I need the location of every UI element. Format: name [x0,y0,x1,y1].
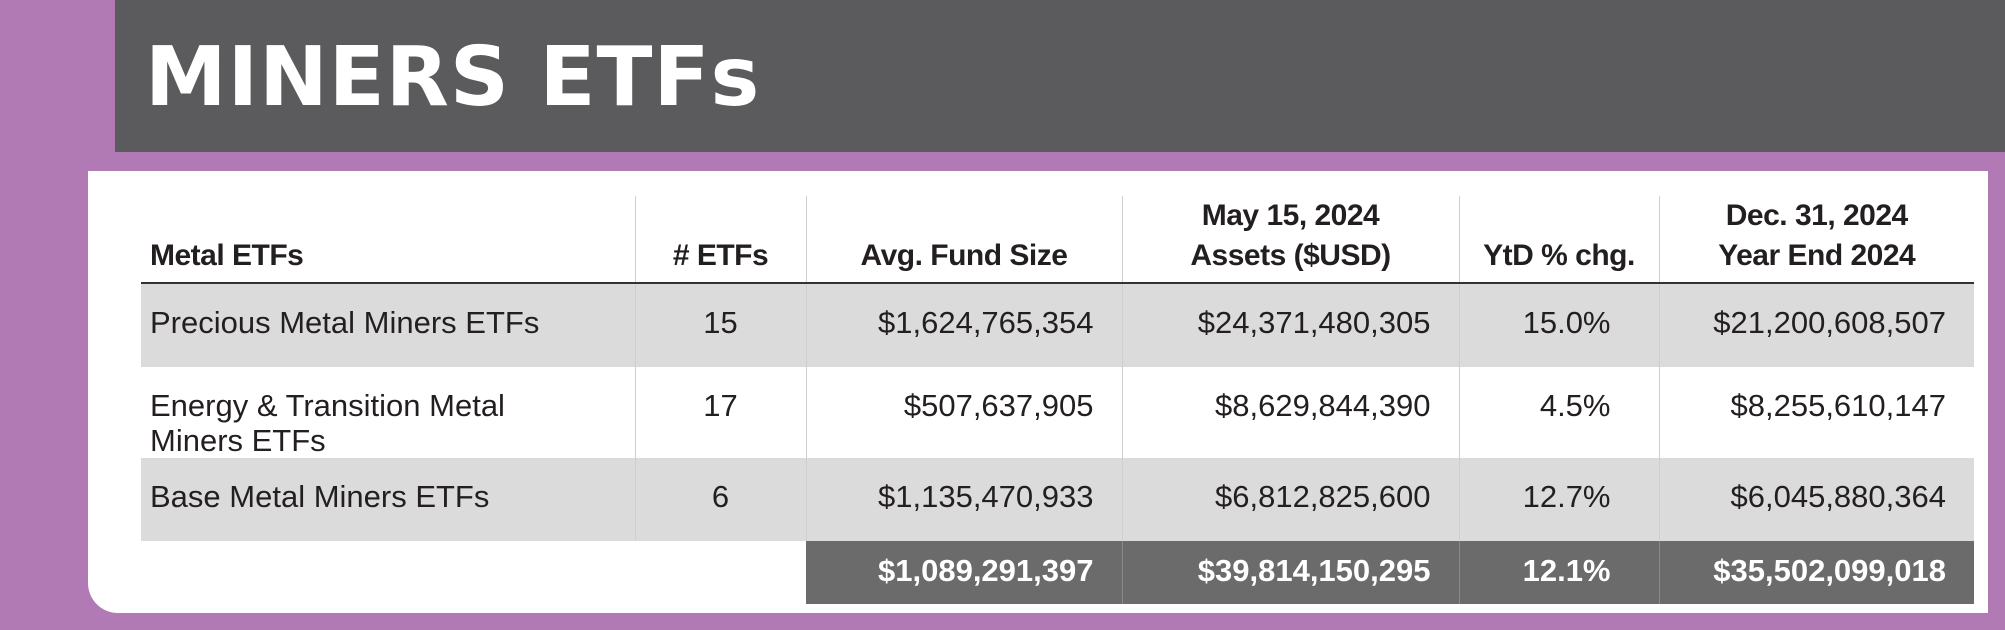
row-count: 6 [634,458,806,541]
header-bar: MINERS ETFs [115,0,2005,152]
row-assets: $24,371,480,305 [1121,283,1459,367]
header-etf-count: # ETFs [634,196,806,284]
totals-blank [635,541,806,604]
row-ytd: 12.7% [1458,458,1659,541]
total-year-end: $35,502,099,018 [1658,541,1974,604]
page-title: MINERS ETFs [145,30,761,125]
header-metal-etfs: Metal ETFs [141,196,635,284]
header-assets: May 15, 2024 Assets ($USD) [1121,196,1459,284]
totals-row: $1,089,291,397 $39,814,150,295 12.1% $35… [141,541,1974,604]
total-avg-fund-size: $1,089,291,397 [806,541,1122,604]
header-avg-fund-size: Avg. Fund Size [805,196,1122,284]
row-count: 17 [634,367,806,458]
table-header-row: Metal ETFs # ETFs Avg. Fund Size May 15,… [141,196,1974,284]
row-name: Energy & Transition Metal Miners ETFs [141,367,635,458]
row-name: Base Metal Miners ETFs [141,458,635,541]
row-count: 15 [634,283,806,367]
header-assets-label: Assets ($USD) [1190,239,1391,272]
header-year-end: Dec. 31, 2024 Year End 2024 [1658,196,1974,284]
row-ytd: 4.5% [1458,367,1659,458]
row-year-end: $21,200,608,507 [1658,283,1974,367]
row-assets: $8,629,844,390 [1121,367,1459,458]
row-avg-fund-size: $1,624,765,354 [805,283,1122,367]
row-year-end: $6,045,880,364 [1658,458,1974,541]
row-name-line1: Energy & Transition Metal [150,388,505,423]
table-row: Energy & Transition Metal Miners ETFs 17… [141,367,1974,458]
row-ytd: 15.0% [1458,283,1659,367]
row-year-end: $8,255,610,147 [1658,367,1974,458]
header-year-end-label: Year End 2024 [1718,239,1916,272]
row-name: Precious Metal Miners ETFs [141,283,635,367]
total-assets: $39,814,150,295 [1121,541,1459,604]
header-assets-date: May 15, 2024 [1201,199,1380,232]
row-name-line2: Miners ETFs [150,423,326,458]
row-avg-fund-size: $1,135,470,933 [805,458,1122,541]
row-avg-fund-size: $507,637,905 [805,367,1122,458]
header-ytd-change: YtD % chg. [1458,196,1659,284]
totals-blank [141,541,635,604]
header-year-end-date: Dec. 31, 2024 [1725,199,1908,232]
total-ytd: 12.1% [1458,541,1659,604]
miners-etf-table: Metal ETFs # ETFs Avg. Fund Size May 15,… [141,196,1974,604]
table-row: Precious Metal Miners ETFs 15 $1,624,765… [141,283,1974,367]
row-assets: $6,812,825,600 [1121,458,1459,541]
table-row: Base Metal Miners ETFs 6 $1,135,470,933 … [141,458,1974,541]
